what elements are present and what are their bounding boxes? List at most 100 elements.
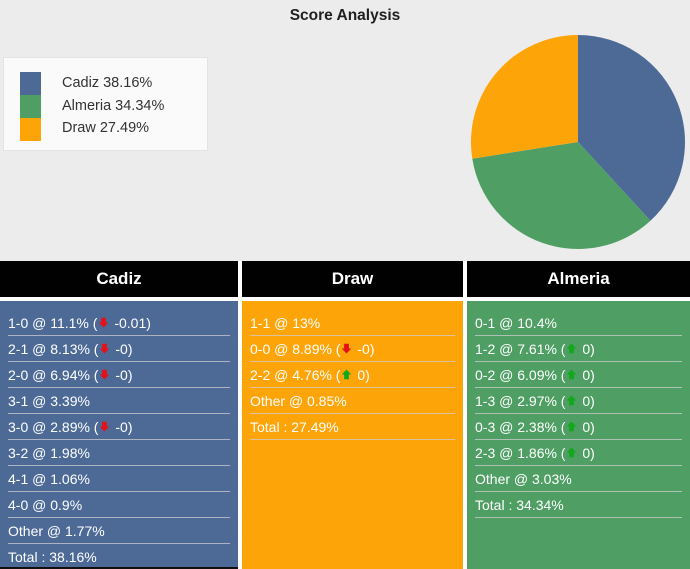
table-column-draw: Draw 1-1 @ 13% 0-0 @ 8.89% ( -0) 2-2 @ 4.7…: [242, 261, 463, 569]
increase-arrow-icon: [566, 395, 577, 406]
table-header-almeria: Almeria: [467, 261, 690, 297]
score-row: 2-3 @ 1.86% ( 0): [475, 440, 682, 466]
score-row-text: 3-0 @ 2.89%: [8, 418, 90, 435]
legend-labels: Cadiz 38.16% Almeria 34.34% Draw 27.49%: [62, 72, 164, 150]
score-row-text: 2-3 @ 1.86%: [475, 444, 557, 461]
score-row-text: 0-0 @ 8.89%: [250, 340, 332, 357]
pie-slice-draw: [471, 35, 578, 159]
change-open-paren: (: [89, 340, 99, 357]
change-open-paren: (: [556, 392, 566, 409]
score-row: 2-0 @ 6.94% ( -0): [8, 362, 230, 388]
score-row-text: Total : 38.16%: [8, 548, 97, 565]
score-row: 1-1 @ 13%: [250, 310, 455, 336]
table-column-cadiz: Cadiz 1-0 @ 11.1% ( -0.01) 2-1 @ 8.13% ( …: [0, 261, 238, 569]
score-row-text: 4-0 @ 0.9%: [8, 496, 83, 513]
increase-arrow-icon: [566, 343, 577, 354]
change-value: -0): [353, 340, 375, 357]
score-row-text: Other @ 0.85%: [250, 392, 347, 409]
change-open-paren: (: [89, 366, 99, 383]
increase-arrow-icon: [341, 369, 352, 380]
pie-slice-cadiz: [578, 35, 686, 221]
score-row: 0-1 @ 10.4%: [475, 310, 682, 336]
decrease-arrow-icon: [341, 343, 352, 354]
change-value: -0): [111, 418, 133, 435]
pie-chart: [471, 35, 686, 250]
change-value: -0): [111, 340, 133, 357]
score-row: Other @ 1.77%: [8, 518, 230, 544]
score-row: 1-0 @ 11.1% ( -0.01): [8, 310, 230, 336]
score-row: 3-0 @ 2.89% ( -0): [8, 414, 230, 440]
pie-slice-almeria: [472, 142, 651, 250]
score-row-text: 1-3 @ 2.97%: [475, 392, 557, 409]
decrease-arrow-icon: [99, 343, 110, 354]
table-header-draw: Draw: [242, 261, 463, 297]
table-body-cadiz: 1-0 @ 11.1% ( -0.01) 2-1 @ 8.13% ( -0) 2-0…: [0, 301, 238, 569]
change-value: 0): [578, 366, 595, 383]
legend-swatch-almeria: [20, 95, 41, 118]
increase-arrow-icon: [566, 447, 577, 458]
change-open-paren: (: [88, 314, 98, 331]
table-body-draw: 1-1 @ 13% 0-0 @ 8.89% ( -0) 2-2 @ 4.76% ( …: [242, 301, 463, 569]
change-open-paren: (: [331, 340, 341, 357]
table-header-cadiz: Cadiz: [0, 261, 238, 297]
score-row: 4-0 @ 0.9%: [8, 492, 230, 518]
legend-swatch-draw: [20, 118, 41, 141]
score-row: Total : 38.16%: [8, 544, 230, 569]
score-row-text: 1-1 @ 13%: [250, 314, 321, 331]
score-row-text: 2-2 @ 4.76%: [250, 366, 332, 383]
change-open-paren: (: [556, 444, 566, 461]
change-open-paren: (: [556, 366, 566, 383]
score-row: 4-1 @ 1.06%: [8, 466, 230, 492]
decrease-arrow-icon: [98, 317, 109, 328]
score-row-text: 3-1 @ 3.39%: [8, 392, 90, 409]
increase-arrow-icon: [566, 421, 577, 432]
change-value: 0): [578, 392, 595, 409]
score-row-text: 3-2 @ 1.98%: [8, 444, 90, 461]
score-tables: Cadiz 1-0 @ 11.1% ( -0.01) 2-1 @ 8.13% ( …: [0, 261, 690, 569]
score-row: Total : 27.49%: [250, 414, 455, 440]
score-row-text: 1-2 @ 7.61%: [475, 340, 557, 357]
score-row: 0-2 @ 6.09% ( 0): [475, 362, 682, 388]
score-row: 1-2 @ 7.61% ( 0): [475, 336, 682, 362]
score-row-text: 0-3 @ 2.38%: [475, 418, 557, 435]
score-row-text: Total : 34.34%: [475, 496, 564, 513]
score-row: 2-2 @ 4.76% ( 0): [250, 362, 455, 388]
score-row: Total : 34.34%: [475, 492, 682, 518]
change-open-paren: (: [556, 340, 566, 357]
score-row: 0-3 @ 2.38% ( 0): [475, 414, 682, 440]
change-value: -0.01): [110, 314, 151, 331]
score-row-text: 0-2 @ 6.09%: [475, 366, 557, 383]
legend-swatch-cadiz: [20, 72, 41, 95]
decrease-arrow-icon: [99, 421, 110, 432]
change-value: -0): [111, 366, 133, 383]
change-value: 0): [353, 366, 370, 383]
increase-arrow-icon: [566, 369, 577, 380]
score-row: 3-2 @ 1.98%: [8, 440, 230, 466]
score-row-text: Total : 27.49%: [250, 418, 339, 435]
change-value: 0): [578, 418, 595, 435]
table-body-almeria: 0-1 @ 10.4% 1-2 @ 7.61% ( 0) 0-2 @ 6.09% (…: [467, 301, 690, 569]
legend-label-cadiz: Cadiz 38.16%: [62, 75, 153, 91]
change-value: 0): [578, 444, 595, 461]
chart-section: Score Analysis Cadiz 38.16% Almeria 34.3…: [0, 0, 690, 261]
chart-legend: Cadiz 38.16% Almeria 34.34% Draw 27.49%: [3, 57, 208, 151]
score-row-text: 2-1 @ 8.13%: [8, 340, 90, 357]
score-row-text: 1-0 @ 11.1%: [8, 314, 89, 331]
change-value: 0): [578, 340, 595, 357]
score-row: Other @ 3.03%: [475, 466, 682, 492]
score-row-text: 2-0 @ 6.94%: [8, 366, 90, 383]
score-row: 2-1 @ 8.13% ( -0): [8, 336, 230, 362]
score-row: 3-1 @ 3.39%: [8, 388, 230, 414]
score-row: Other @ 0.85%: [250, 388, 455, 414]
legend-label-almeria: Almeria 34.34%: [62, 97, 165, 114]
legend-label-draw: Draw 27.49%: [62, 120, 150, 136]
page-title: Score Analysis: [289, 7, 401, 24]
decrease-arrow-icon: [99, 369, 110, 380]
score-row: 0-0 @ 8.89% ( -0): [250, 336, 455, 362]
score-row-text: 0-1 @ 10.4%: [475, 314, 557, 331]
change-open-paren: (: [89, 418, 99, 435]
table-column-almeria: Almeria 0-1 @ 10.4% 1-2 @ 7.61% ( 0) 0-2 @…: [467, 261, 690, 569]
score-row: 1-3 @ 2.97% ( 0): [475, 388, 682, 414]
score-row-text: 4-1 @ 1.06%: [8, 470, 90, 487]
